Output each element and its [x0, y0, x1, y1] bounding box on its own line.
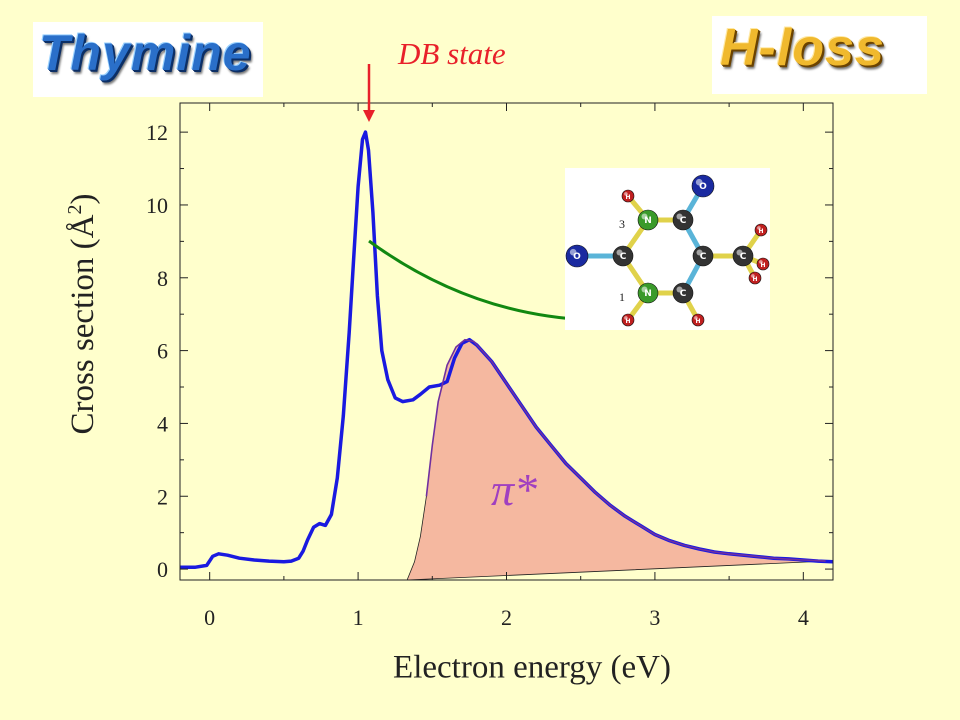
- atom-symbol-label: N: [644, 216, 652, 226]
- atom-symbol-label: H: [625, 318, 630, 325]
- atom-symbol-label: C: [680, 289, 687, 299]
- atom-symbol-label: C: [620, 252, 627, 262]
- x-tick-label: 0: [204, 605, 215, 630]
- atom-highlight: [736, 249, 743, 256]
- atom-highlight: [757, 226, 761, 230]
- x-axis-label: Electron energy (eV): [393, 649, 671, 686]
- h-loss-logo-text: H-loss: [720, 19, 885, 77]
- atom-highlight: [694, 316, 698, 320]
- db-state-annotation: DB state: [398, 36, 506, 71]
- atom-symbol-label: H: [625, 194, 630, 201]
- y-tick-label: 8: [157, 266, 168, 291]
- x-tick-label: 2: [501, 605, 512, 630]
- atom-symbol-label: H: [752, 276, 757, 283]
- green-arrow-shaft: [368, 239, 591, 322]
- atom-symbol-label: O: [573, 252, 581, 262]
- atom-highlight: [759, 260, 763, 264]
- x-tick-label: 1: [353, 605, 364, 630]
- y-tick-label: 6: [157, 339, 168, 364]
- atom-symbol-label: C: [740, 252, 747, 262]
- h-loss-logo: H-loss: [712, 16, 927, 94]
- atom-position-number: 1: [619, 290, 625, 304]
- y-tick-label: 12: [146, 120, 168, 145]
- atom-highlight: [696, 249, 703, 256]
- atom-highlight: [641, 286, 648, 293]
- atom-highlight: [676, 213, 683, 220]
- atom-highlight: [676, 286, 683, 293]
- atom-highlight: [751, 274, 755, 278]
- atom-highlight: [624, 316, 628, 320]
- y-tick-label: 2: [157, 484, 168, 509]
- x-tick-label: 4: [798, 605, 809, 630]
- x-tick-label: 3: [649, 605, 660, 630]
- pi-star-label: π*: [491, 464, 537, 515]
- atom-symbol-label: H: [760, 262, 765, 269]
- y-tick-label: 4: [157, 411, 168, 436]
- atom-symbol-label: C: [700, 252, 707, 262]
- y-tick-label: 10: [146, 193, 168, 218]
- atom-highlight: [569, 248, 577, 256]
- atom-highlight: [641, 213, 648, 220]
- atom-highlight: [616, 249, 623, 256]
- atom-symbol-label: H: [695, 318, 700, 325]
- thymine-logo: Thymine: [33, 22, 263, 97]
- atom-highlight: [624, 192, 628, 196]
- atom-highlight: [695, 178, 703, 186]
- db-arrow-head: [363, 110, 375, 122]
- atom-symbol-label: N: [644, 289, 652, 299]
- pi-star-fit-line: [425, 338, 826, 562]
- atom-symbol-label: H: [758, 228, 763, 235]
- atom-symbol-label: O: [699, 182, 707, 192]
- atom-position-number: 3: [619, 217, 625, 231]
- thymine-logo-text: Thymine: [39, 25, 252, 81]
- atom-symbol-label: C: [680, 216, 687, 226]
- pi-star-fit-area: [406, 339, 826, 581]
- y-tick-label: 0: [157, 557, 168, 582]
